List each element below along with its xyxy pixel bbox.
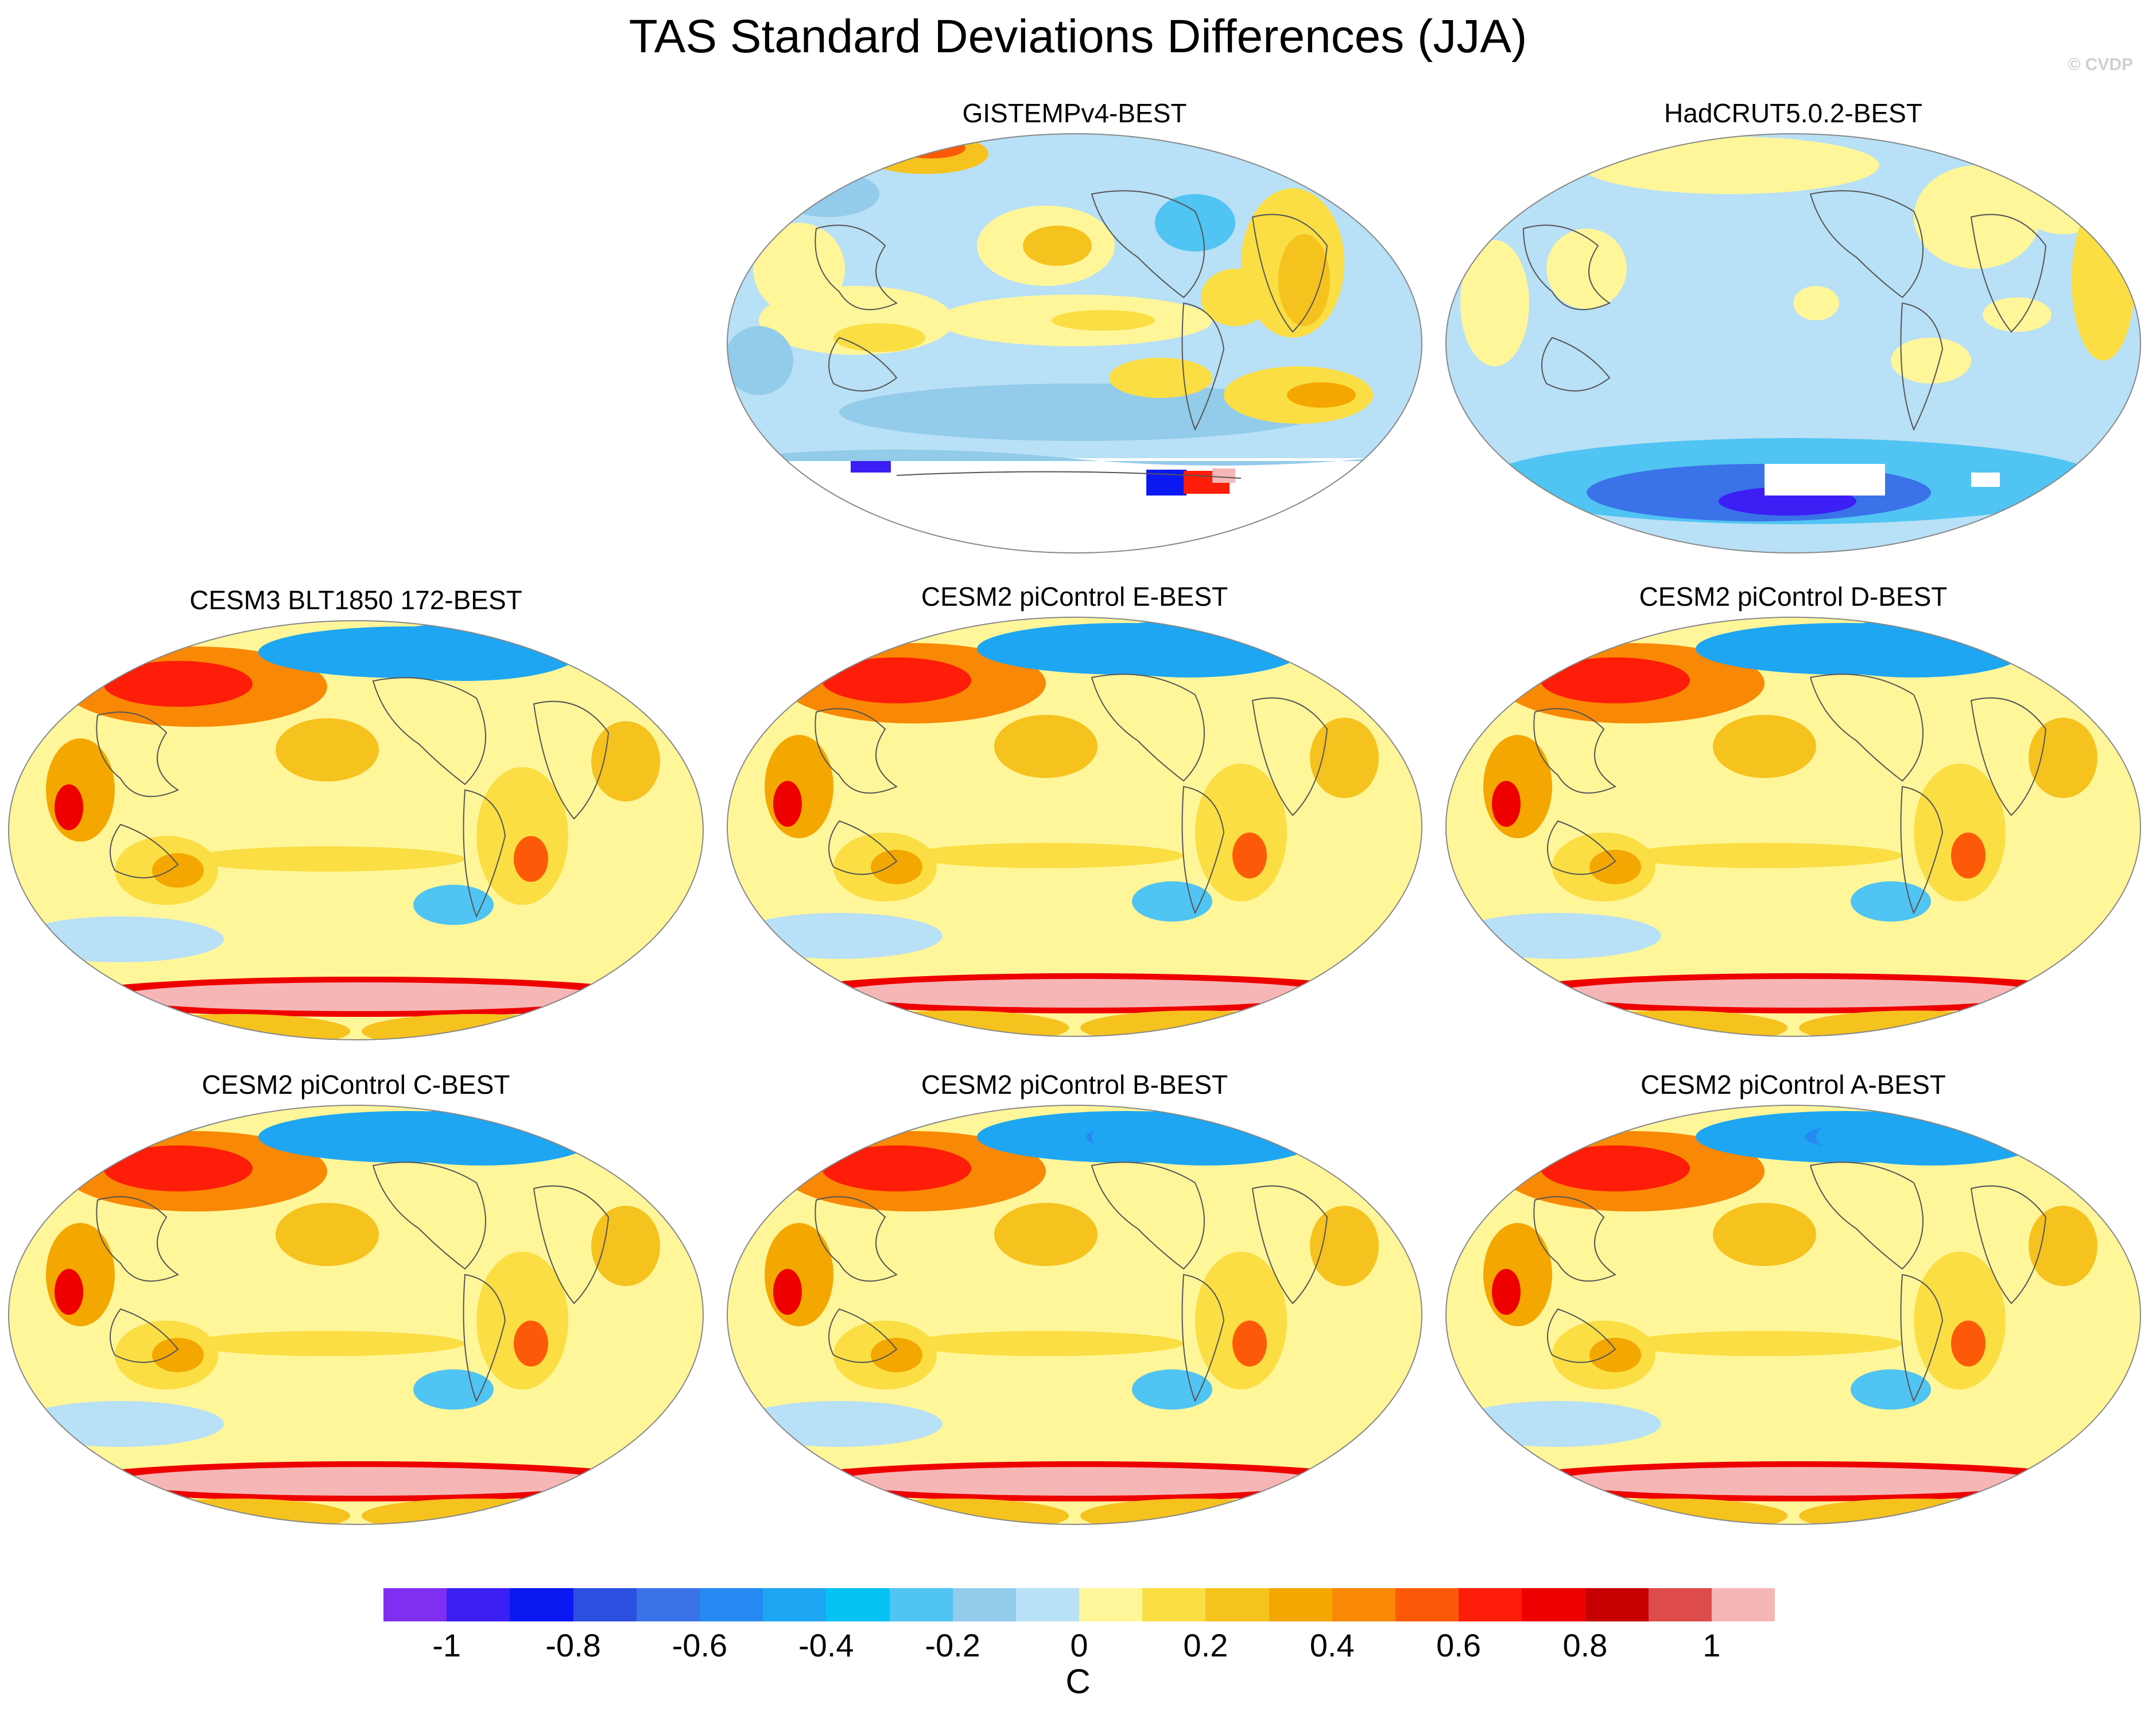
colorbar-tick-label: 0.2	[1183, 1627, 1228, 1663]
panel-title: HadCRUT5.0.2-BEST	[1664, 98, 1922, 128]
colorbar-swatch	[1711, 1588, 1775, 1621]
map-border	[1445, 1105, 2141, 1525]
colorbar-tick-label: 0.8	[1562, 1627, 1608, 1663]
coastlines	[815, 673, 1328, 915]
map-border	[1445, 617, 2141, 1037]
coastlines	[1522, 190, 2047, 431]
colorbar-swatch	[952, 1588, 1016, 1621]
robinson-map	[727, 1105, 1422, 1525]
colorbar-swatch	[763, 1588, 827, 1621]
colorbar	[383, 1588, 1775, 1621]
colorbar-tick-label: -0.4	[798, 1627, 854, 1663]
colorbar-swatch	[826, 1588, 890, 1621]
colorbar-tick-label: 0.6	[1436, 1627, 1482, 1663]
colorbar-swatch	[1205, 1588, 1269, 1621]
map-fill	[9, 1105, 703, 1524]
colorbar-tick-labels: -1 -0.8 -0.6 -0.4 -0.2 0 0.2 0.4 0.6 0.8 1	[0, 1627, 2156, 1667]
colorbar-tick-label: 0.4	[1309, 1627, 1355, 1663]
panel-title: CESM2 piControl C-BEST	[201, 1070, 510, 1100]
map-border	[8, 1105, 704, 1525]
map-panel-cesm2-d: CESM2 piControl D-BEST	[1443, 581, 2143, 1052]
colorbar-swatch	[1015, 1588, 1080, 1621]
coastlines	[815, 190, 1328, 479]
robinson-map	[1445, 133, 2141, 553]
panel-title: CESM2 piControl B-BEST	[921, 1070, 1228, 1100]
map-fill	[1446, 617, 2141, 1036]
colorbar-swatch	[383, 1588, 447, 1621]
coastlines	[1533, 1162, 2047, 1403]
map-border	[727, 617, 1422, 1037]
colorbar-swatch	[510, 1588, 573, 1621]
colorbar-swatch	[1648, 1588, 1712, 1621]
map-border	[727, 133, 1422, 553]
panel-title: GISTEMPv4-BEST	[962, 98, 1187, 128]
map-fill	[9, 621, 703, 1040]
colorbar-swatch	[1395, 1588, 1459, 1621]
map-fill	[1446, 1105, 2141, 1524]
map-panel-gistemp: GISTEMPv4-BEST	[724, 98, 1425, 568]
colorbar-tick-label: -0.8	[545, 1627, 601, 1663]
coastlines	[96, 677, 610, 918]
coastlines	[815, 1162, 1328, 1403]
robinson-map	[727, 617, 1422, 1037]
robinson-map	[8, 1105, 704, 1525]
colorbar-swatch	[447, 1588, 510, 1621]
map-border	[1445, 133, 2141, 553]
colorbar-swatch	[1459, 1588, 1522, 1621]
colorbar-swatch	[1585, 1588, 1649, 1621]
panel-title: CESM2 piControl E-BEST	[921, 582, 1228, 611]
colorbar-tick-label: -1	[432, 1627, 462, 1663]
map-fill	[1446, 134, 2141, 553]
colorbar-swatch	[889, 1588, 953, 1621]
map-fill	[727, 1105, 1422, 1524]
panel-title: CESM2 piControl A-BEST	[1641, 1070, 1946, 1100]
colorbar-swatch	[1522, 1588, 1585, 1621]
map-border	[8, 620, 704, 1040]
map-panel-cesm2-a: CESM2 piControl A-BEST	[1443, 1069, 2143, 1540]
colorbar-swatch	[1142, 1588, 1206, 1621]
robinson-map	[1445, 617, 2141, 1037]
map-fill	[727, 134, 1422, 553]
map-fill	[727, 617, 1422, 1036]
map-panel-cesm2-e: CESM2 piControl E-BEST	[724, 581, 1425, 1052]
colorbar-swatch	[1269, 1588, 1332, 1621]
colorbar-swatch	[573, 1588, 637, 1621]
map-panel-cesm3-blt1850: CESM3 BLT1850 172-BEST	[6, 584, 706, 1055]
panel-title: CESM2 piControl D-BEST	[1639, 582, 1948, 611]
panel-title: CESM3 BLT1850 172-BEST	[189, 585, 522, 615]
colorbar-tick-label: -0.2	[925, 1627, 980, 1663]
colorbar-swatch	[636, 1588, 700, 1621]
colorbar-tick-label: 1	[1703, 1627, 1721, 1663]
coastlines	[96, 1162, 610, 1403]
robinson-map	[727, 133, 1422, 553]
cvdp-credit: © CVDP	[2068, 55, 2133, 74]
robinson-map	[1445, 1105, 2141, 1525]
colorbar-swatch	[699, 1588, 763, 1621]
colorbar-tick-label: 0	[1070, 1627, 1088, 1663]
map-panel-cesm2-c: CESM2 piControl C-BEST	[6, 1069, 706, 1540]
colorbar-tick-label: -0.6	[672, 1627, 728, 1663]
colorbar-swatch	[1332, 1588, 1395, 1621]
figure-title: TAS Standard Deviations Differences (JJA…	[629, 10, 1527, 63]
map-panel-hadcrut: HadCRUT5.0.2-BEST	[1443, 98, 2143, 568]
colorbar-unit-label: C	[1065, 1662, 1091, 1701]
colorbar-swatch	[1079, 1588, 1143, 1621]
map-border	[727, 1105, 1422, 1525]
coastlines	[1533, 673, 2047, 915]
map-panel-cesm2-b: CESM2 piControl B-BEST	[724, 1069, 1425, 1540]
robinson-map	[8, 620, 704, 1040]
